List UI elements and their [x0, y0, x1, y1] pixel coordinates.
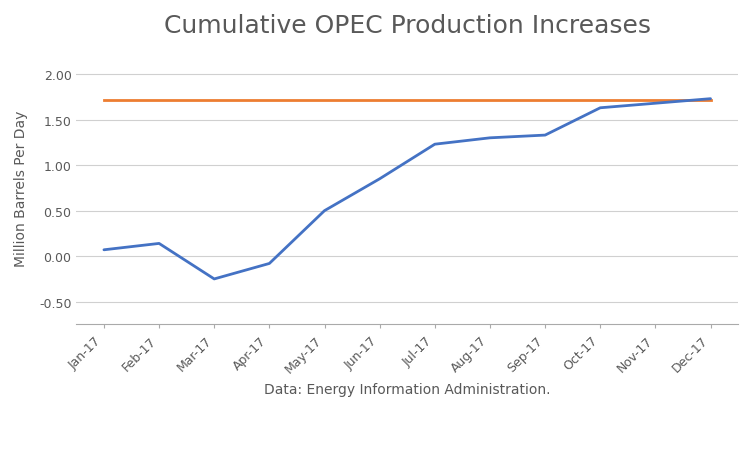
- Increases: [430, 142, 439, 147]
- Increases: [706, 97, 715, 102]
- Increases: [210, 276, 219, 282]
- Cuts: [486, 98, 495, 103]
- Cuts: [210, 98, 219, 103]
- Y-axis label: Million Barrels Per Day: Million Barrels Per Day: [14, 110, 28, 267]
- Increases: [486, 136, 495, 141]
- Cuts: [706, 98, 715, 103]
- Cuts: [375, 98, 384, 103]
- Cuts: [596, 98, 605, 103]
- Cuts: [265, 98, 274, 103]
- Increases: [99, 248, 108, 253]
- X-axis label: Data: Energy Information Administration.: Data: Energy Information Administration.: [264, 382, 550, 396]
- Increases: [541, 133, 550, 138]
- Line: Increases: Increases: [104, 100, 711, 279]
- Cuts: [99, 98, 108, 103]
- Increases: [596, 106, 605, 111]
- Increases: [375, 177, 384, 182]
- Increases: [265, 261, 274, 267]
- Cuts: [320, 98, 329, 103]
- Title: Cumulative OPEC Production Increases: Cumulative OPEC Production Increases: [164, 14, 650, 38]
- Cuts: [155, 98, 164, 103]
- Increases: [155, 241, 164, 247]
- Cuts: [651, 98, 660, 103]
- Increases: [651, 101, 660, 107]
- Increases: [320, 208, 329, 214]
- Cuts: [430, 98, 439, 103]
- Cuts: [541, 98, 550, 103]
